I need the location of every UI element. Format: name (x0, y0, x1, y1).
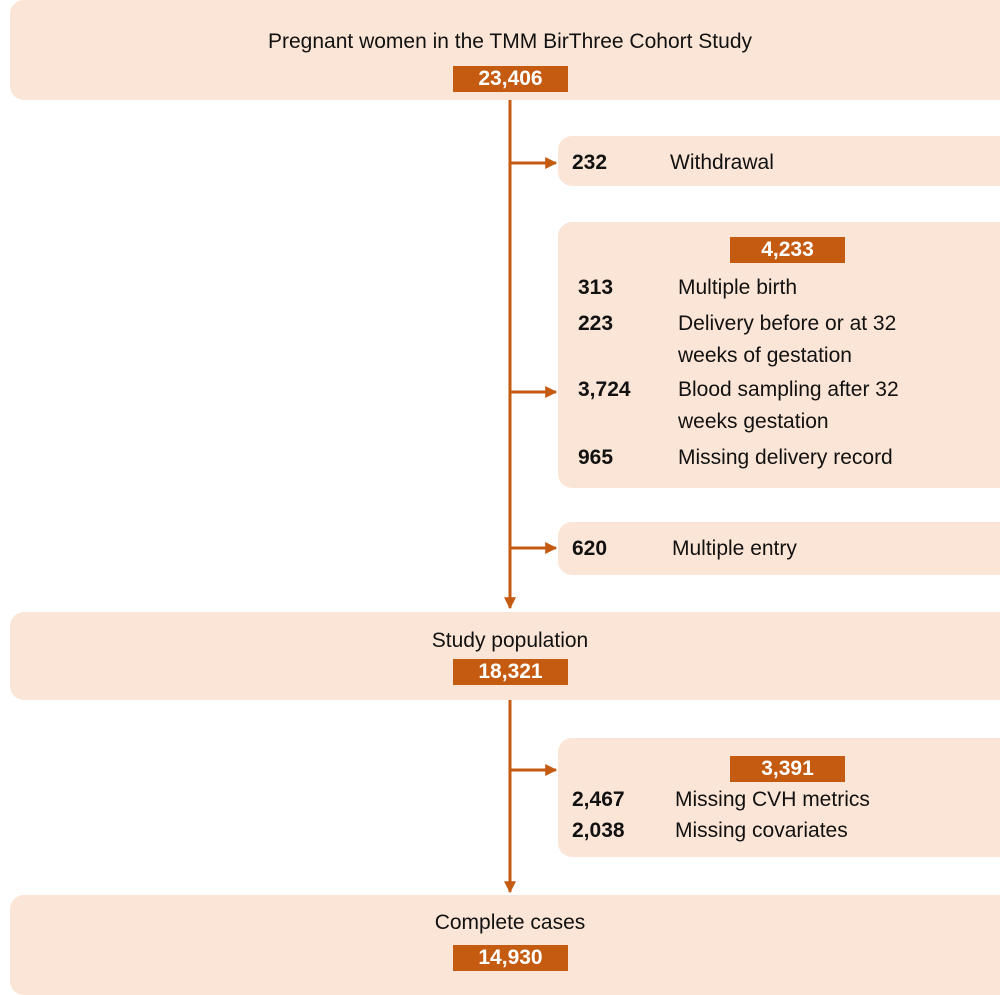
exclusion-box (558, 136, 1000, 186)
exclusion-count: 965 (578, 446, 614, 469)
exclusion-total: 3,391 (730, 756, 845, 782)
exclusion-label: Multiple birth (678, 276, 798, 299)
exclusion-count: 313 (578, 276, 614, 299)
step-box (10, 612, 1000, 700)
exclusion-label: Withdrawal (670, 151, 774, 174)
exclusion-label: weeks of gestation (678, 344, 852, 367)
step-label: Pregnant women in the TMM BirThree Cohor… (268, 30, 752, 53)
exclusion-box (558, 222, 1000, 488)
exclusion-label: Missing delivery record (678, 446, 893, 469)
exclusion-label: Multiple entry (672, 537, 797, 560)
exclusion-label: Missing CVH metrics (675, 788, 870, 811)
exclusion-label: weeks gestation (678, 410, 829, 433)
step-count: 23,406 (453, 66, 568, 92)
exclusion-count: 2,467 (572, 788, 625, 811)
step-count: 14,930 (453, 945, 568, 971)
exclusion-count: 620 (572, 537, 608, 560)
exclusion-count: 232 (572, 151, 608, 174)
step-label: Study population (431, 629, 589, 652)
exclusion-total: 4,233 (730, 237, 845, 263)
exclusion-label: Missing covariates (675, 819, 848, 842)
step-count: 18,321 (453, 659, 568, 685)
exclusion-label: Blood sampling after 32 (678, 378, 899, 401)
exclusion-count: 3,724 (578, 378, 631, 401)
step-label: Complete cases (434, 911, 586, 934)
exclusion-count: 2,038 (572, 819, 625, 842)
exclusion-count: 223 (578, 312, 614, 335)
exclusion-label: Delivery before or at 32 (678, 312, 897, 335)
exclusion-box (558, 522, 1000, 575)
